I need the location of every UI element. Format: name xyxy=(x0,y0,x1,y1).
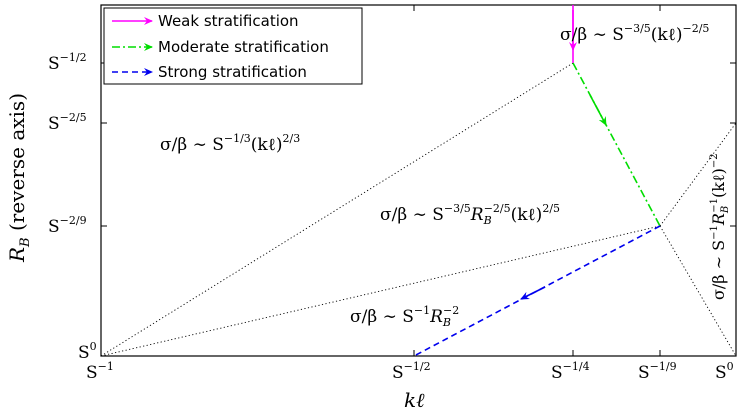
legend-moderate-label: Moderate stratification xyxy=(158,38,329,56)
moderate-trajectory xyxy=(572,62,661,227)
moderate-arrow xyxy=(589,94,607,126)
legend-weak-label: Weak stratification xyxy=(158,12,299,30)
trajectories xyxy=(413,5,661,357)
regime-label-right-vertical: σ/β ∼ S−1RB−1(kℓ)−2 xyxy=(709,153,731,300)
y-tick-label: S−2/9 xyxy=(48,214,87,237)
regime-label-left: σ/β ∼ S−1/3(kℓ)2/3 xyxy=(160,132,300,155)
regime-label-center: σ/β ∼ S−3/5RB−2/5(kℓ)2/5 xyxy=(380,202,560,227)
x-tick-label: S0 xyxy=(715,360,734,383)
x-tick-label: S−1/2 xyxy=(392,360,431,383)
legend: Weak stratification Moderate stratificat… xyxy=(103,7,363,85)
plot-frame xyxy=(100,4,737,357)
x-tick-label: S−1 xyxy=(86,360,114,383)
x-tick-label: S−1/4 xyxy=(551,360,590,383)
y-tick-label: S−2/5 xyxy=(48,111,87,134)
strong-trajectory xyxy=(413,225,661,357)
legend-strong-label: Strong stratification xyxy=(158,63,307,81)
y-tick-labels: S−1/2 S−2/5 S−2/9 S0 xyxy=(48,51,97,363)
y-axis-title: RB (reverse axis) xyxy=(5,93,33,263)
regime-label-top-right: σ/β ∼ S−3/5(kℓ)−2/5 xyxy=(560,22,709,45)
boundary-upper-diagonal xyxy=(100,62,574,357)
boundary-lower-diagonal xyxy=(100,225,661,357)
x-axis-title: kℓ xyxy=(404,388,425,412)
y-tick-label: S0 xyxy=(78,340,97,363)
y-tick-label: S−1/2 xyxy=(48,51,87,74)
y-tick-marks xyxy=(101,62,736,227)
regime-boundaries xyxy=(100,62,737,357)
x-tick-label: S−1/9 xyxy=(638,360,677,383)
strong-arrow xyxy=(520,286,546,300)
x-tick-labels: S−1 S−1/2 S−1/4 S−1/9 S0 xyxy=(86,360,734,383)
regime-label-bottom: σ/β ∼ S−1RB−2 xyxy=(350,304,459,329)
